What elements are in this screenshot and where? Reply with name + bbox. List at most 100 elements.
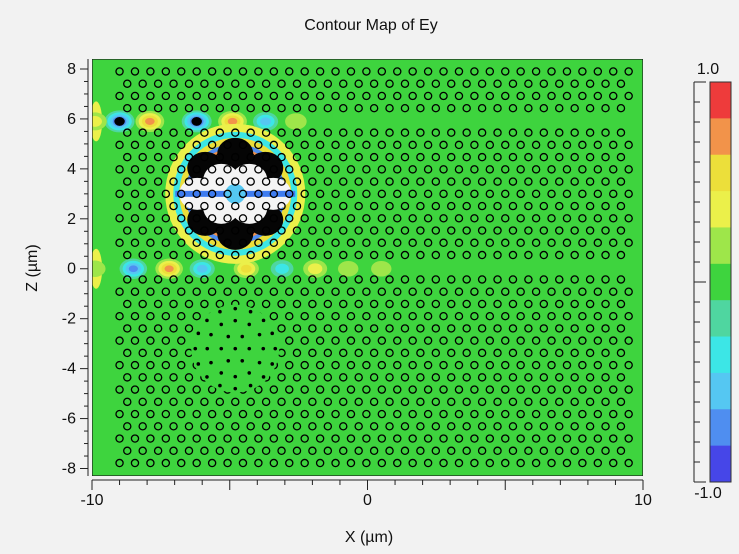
lattice-hole [308, 201, 317, 211]
lattice-hole [477, 250, 487, 260]
lattice-hole [130, 360, 140, 370]
lattice-hole [408, 238, 417, 248]
lattice-hole [555, 397, 564, 407]
lattice-hole [315, 214, 325, 223]
lattice-hole [578, 67, 587, 76]
lattice-hole [524, 103, 533, 113]
lattice-hole [578, 336, 587, 345]
lattice-hole [285, 409, 294, 419]
lattice-hole [146, 311, 155, 321]
lattice-hole [369, 250, 379, 260]
lattice-hole [462, 250, 471, 260]
lattice-hole [439, 140, 448, 150]
lattice-hole [447, 348, 456, 358]
lattice-hole [400, 250, 410, 260]
lattice-hole [308, 152, 317, 162]
lattice-hole [477, 373, 487, 382]
lattice-hole [562, 214, 572, 223]
lattice-hole [431, 152, 441, 162]
lattice-hole [562, 287, 572, 296]
lattice-hole [454, 238, 464, 248]
lattice-hole [292, 299, 302, 309]
lattice-hole [215, 79, 225, 88]
lattice-hole [269, 287, 279, 296]
lattice-hole [207, 287, 217, 296]
lattice-hole [184, 128, 194, 137]
lattice-hole [161, 91, 171, 101]
y-tick-label: 6 [67, 111, 76, 128]
lattice-hole [585, 201, 595, 211]
lattice-hole [261, 397, 271, 407]
lattice-hole [470, 67, 479, 76]
lattice-hole [146, 287, 155, 296]
lattice-hole [285, 165, 294, 174]
lattice-hole [601, 348, 610, 358]
lattice-hole [362, 287, 371, 296]
lattice-hole [408, 385, 417, 394]
lattice-hole [261, 177, 271, 186]
lattice-hole [331, 238, 340, 248]
lattice-hole [578, 311, 587, 321]
y-tick-label: 2 [67, 211, 76, 228]
lattice-hole [130, 336, 140, 345]
lattice-hole [555, 446, 564, 456]
lattice-hole [385, 152, 394, 162]
lattice-hole [223, 91, 232, 101]
lattice-hole [146, 91, 155, 101]
lattice-hole [562, 311, 572, 321]
lattice-hole [331, 214, 340, 223]
lattice-hole [601, 152, 610, 162]
lattice-hole [153, 422, 163, 431]
lattice-hole [200, 446, 209, 456]
lattice-hole [261, 103, 271, 113]
field-lobe [252, 112, 279, 131]
lattice-hole [493, 79, 502, 88]
lattice-hole [123, 299, 132, 309]
lattice-hole [246, 201, 255, 211]
lattice-hole [501, 458, 510, 468]
lattice-hole [578, 385, 587, 394]
lattice-hole [277, 324, 286, 333]
lattice-hole [470, 214, 479, 223]
lattice-hole [123, 250, 132, 260]
lattice-hole [454, 67, 464, 76]
lattice-hole [416, 422, 425, 431]
lattice-hole [547, 311, 556, 321]
lattice-hole [130, 287, 140, 296]
lattice-hole [308, 103, 317, 113]
lattice-hole [192, 214, 201, 223]
lattice-hole [238, 238, 248, 248]
lattice-hole [524, 128, 533, 137]
lattice-hole [423, 238, 433, 248]
lattice-hole [369, 348, 379, 358]
lattice-hole [177, 458, 186, 468]
defect-dot [218, 383, 222, 388]
lattice-hole [423, 165, 433, 174]
lattice-hole [501, 409, 510, 419]
lattice-hole [323, 275, 333, 284]
lattice-hole [485, 336, 495, 345]
defect-dot [247, 346, 252, 351]
x-axis-label: X (µm) [345, 529, 393, 546]
lattice-hole [169, 201, 178, 211]
lattice-hole [585, 275, 595, 284]
lattice-hole [377, 91, 387, 101]
lattice-hole [423, 91, 433, 101]
lattice-hole [285, 336, 294, 345]
lattice-hole [269, 189, 279, 199]
lattice-hole [447, 397, 456, 407]
field-lobe [92, 112, 107, 131]
lattice-hole [369, 226, 379, 235]
lattice-hole [369, 397, 379, 407]
lattice-hole [578, 189, 587, 199]
lattice-hole [192, 165, 201, 174]
lattice-hole [616, 422, 626, 431]
lattice-hole [300, 140, 309, 150]
lattice-hole [485, 214, 495, 223]
lattice-hole [531, 434, 541, 443]
defect-dot [257, 360, 262, 365]
lattice-hole [462, 79, 471, 88]
lattice-hole [215, 177, 225, 186]
lattice-hole [601, 446, 610, 456]
colorbar-swatch [710, 118, 731, 156]
